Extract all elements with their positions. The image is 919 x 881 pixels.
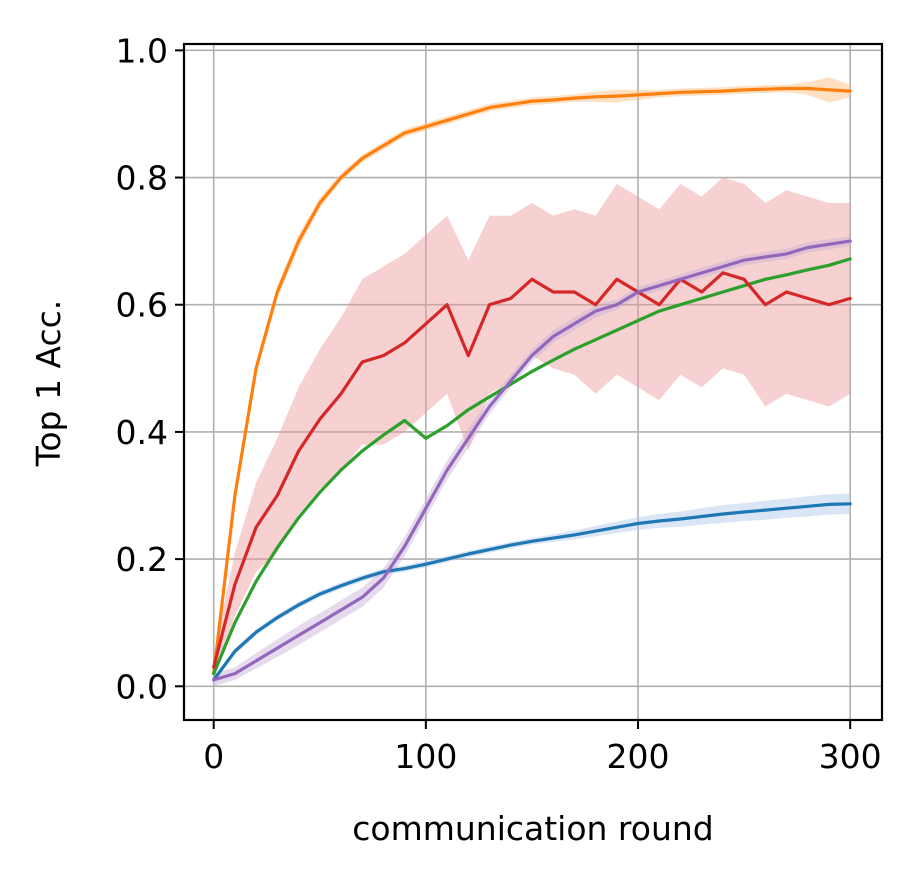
y-axis-label: Top 1 Acc. <box>29 300 68 467</box>
series-3-band <box>213 177 851 680</box>
x-axis-label: communication round <box>352 809 714 848</box>
x-tick-label-2: 200 <box>607 737 670 776</box>
series-1-line <box>212 86 852 676</box>
y-tick-label-5: 1.0 <box>116 31 168 70</box>
series-4-band <box>213 236 851 687</box>
y-tick-label-4: 0.8 <box>116 159 168 198</box>
series-2-line <box>212 257 852 676</box>
y-tick-label-1: 0.2 <box>116 540 168 579</box>
y-tick-label-0: 0.0 <box>116 667 168 706</box>
x-tick-label-3: 300 <box>819 737 882 776</box>
grid-layer <box>184 44 882 720</box>
series-3-line <box>212 271 852 669</box>
lines-layer <box>212 86 852 682</box>
plot-frame <box>182 42 884 722</box>
x-tick-label-1: 100 <box>394 737 457 776</box>
x-tick-label-0: 0 <box>203 737 224 776</box>
bands-layer <box>213 77 851 687</box>
series-4-line <box>212 239 852 682</box>
y-tick-label-3: 0.6 <box>116 286 168 325</box>
x-ticks: 0 100 200 300 <box>203 720 882 776</box>
series-0-line <box>212 502 852 682</box>
series-0-band <box>213 493 851 684</box>
y-ticks: 0.0 0.2 0.4 0.6 0.8 1.0 <box>116 31 184 706</box>
y-tick-label-2: 0.4 <box>116 413 168 452</box>
